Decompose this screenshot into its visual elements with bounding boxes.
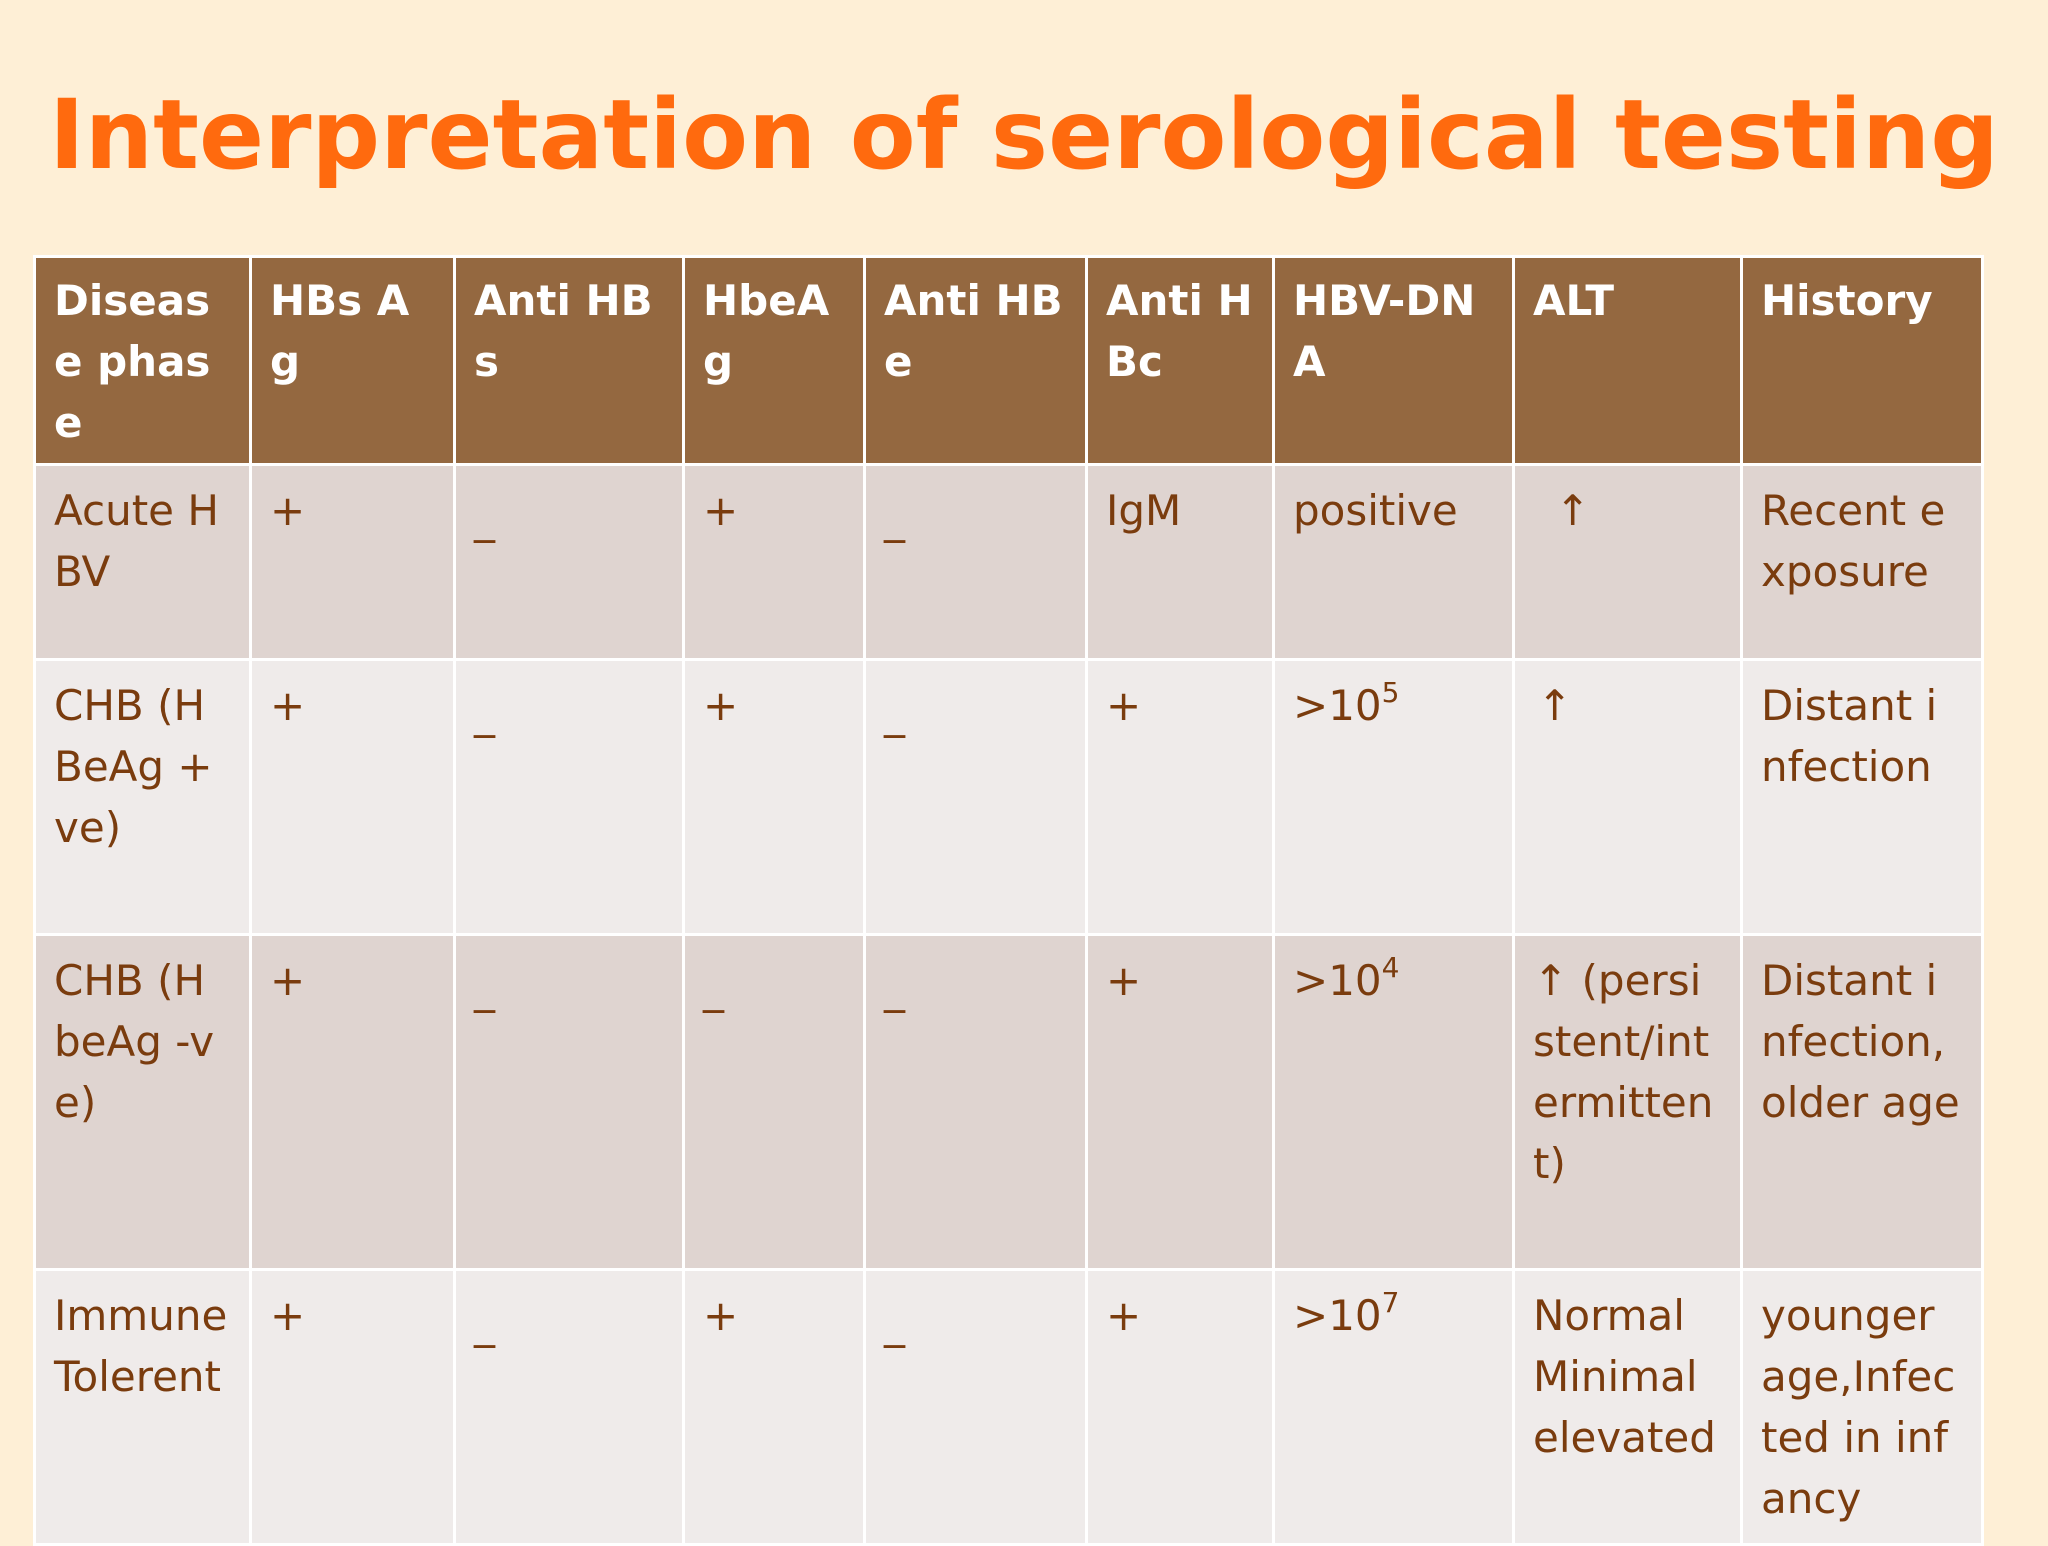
hbv-dna-exponent: 7 [1381,1286,1400,1319]
header-anti-hbc: Anti HBc [1085,255,1275,466]
header-row: Disease phase HBs Ag Anti HBs HbeAg Anti… [33,255,1984,466]
cell-hbv-dna: >107 [1272,1268,1515,1546]
cell-anti-hbe: _ [863,658,1088,936]
cell-hbeag: + [682,463,866,661]
cell-hbs-ag: + [249,933,456,1271]
cell-history: Distant infection, older age [1740,933,1984,1271]
hbv-dna-exponent: 4 [1381,951,1400,984]
cell-hbv-dna: >104 [1272,933,1515,1271]
cell-anti-hbe: _ [863,463,1088,661]
cell-history: Recent exposure [1740,463,1984,661]
cell-disease-phase: CHB (HBeAg +ve) [33,658,252,936]
slide-title: Interpretation of serological testing [49,79,1999,191]
cell-history: Distant infection [1740,658,1984,936]
hbv-dna-base: >10 [1293,681,1382,730]
cell-anti-hbs: _ [453,463,685,661]
cell-anti-hbc: IgM [1085,463,1275,661]
table-row: CHB (HbeAg -ve) + _ _ _ + >104 ↑ (persis… [33,933,1984,1271]
cell-disease-phase: CHB (HbeAg -ve) [33,933,252,1271]
cell-hbv-dna: positive [1272,463,1515,661]
cell-anti-hbs: _ [453,1268,685,1546]
cell-hbeag: + [682,658,866,936]
header-hbv-dna: HBV-DNA [1272,255,1515,466]
cell-anti-hbc: + [1085,1268,1275,1546]
header-disease-phase: Disease phase [33,255,252,466]
cell-disease-phase: Acute HBV [33,463,252,661]
cell-anti-hbc: + [1085,658,1275,936]
cell-disease-phase: Immune Tolerent [33,1268,252,1546]
cell-history: younger age,Infected in infancy [1740,1268,1984,1546]
cell-anti-hbe: _ [863,933,1088,1271]
cell-hbs-ag: + [249,658,456,936]
cell-hbs-ag: + [249,1268,456,1546]
cell-anti-hbs: _ [453,933,685,1271]
cell-anti-hbc: + [1085,933,1275,1271]
hbv-dna-base: >10 [1293,1291,1382,1340]
cell-alt: ↑ (persistent/intermittent) [1512,933,1743,1271]
cell-anti-hbe: _ [863,1268,1088,1546]
header-anti-hbs: Anti HBs [453,255,685,466]
header-hbs-ag: HBs Ag [249,255,456,466]
cell-hbeag: _ [682,933,866,1271]
cell-alt: Normal Minimal elevated [1512,1268,1743,1546]
hbv-dna-exponent: 5 [1381,676,1400,709]
header-anti-hbe: Anti HBe [863,255,1088,466]
header-hbeag: HbeAg [682,255,866,466]
serology-table: Disease phase HBs Ag Anti HBs HbeAg Anti… [33,255,1984,1546]
table-row: CHB (HBeAg +ve) + _ + _ + >105 ↑ Distant… [33,658,1984,936]
table-row: Immune Tolerent + _ + _ + >107 Normal Mi… [33,1268,1984,1546]
cell-anti-hbs: _ [453,658,685,936]
header-alt: ALT [1512,255,1743,466]
cell-hbeag: + [682,1268,866,1546]
hbv-dna-base: >10 [1293,956,1382,1005]
cell-hbs-ag: + [249,463,456,661]
table-row: Acute HBV + _ + _ IgM positive ↑ Recent … [33,463,1984,661]
cell-hbv-dna: >105 [1272,658,1515,936]
cell-alt: ↑ [1512,658,1743,936]
cell-alt: ↑ [1512,463,1743,661]
header-history: History [1740,255,1984,466]
